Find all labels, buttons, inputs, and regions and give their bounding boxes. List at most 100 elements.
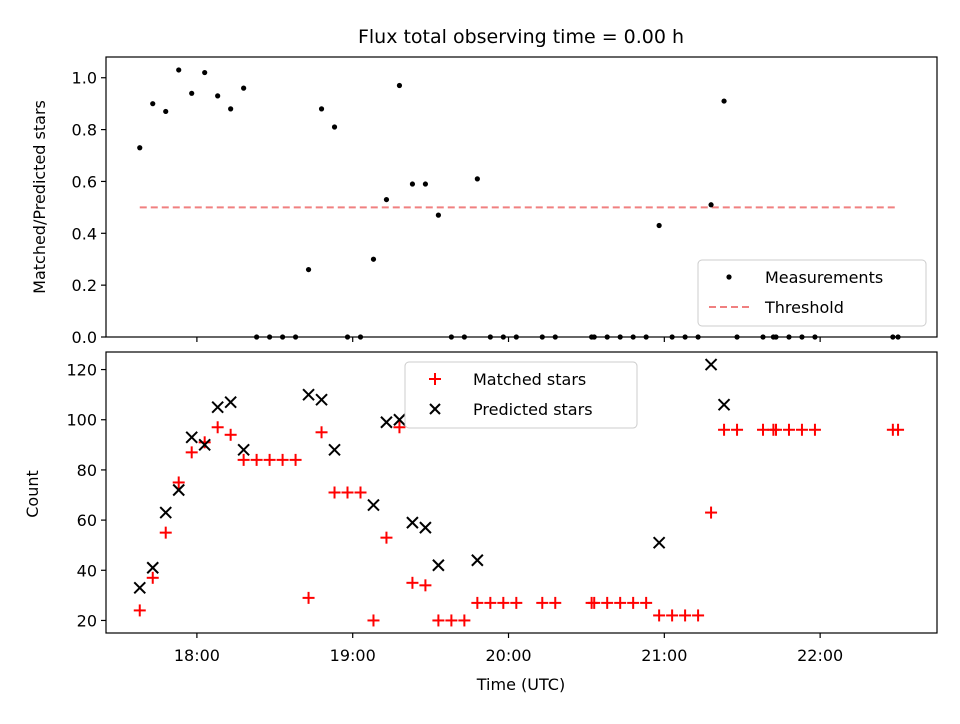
bottom-y-tick-label: 40 [77,561,97,580]
predicted-point [159,506,172,519]
matched-point [445,614,458,627]
matched-point [705,506,718,519]
bottom-legend: Matched stars Predicted stars [404,361,638,429]
matched-point [302,591,315,604]
matched-point [601,596,614,609]
predicted-point [211,400,224,414]
matched-point [341,486,354,499]
top-y-axis-label: Matched/Predicted stars [30,100,49,294]
measurement-point [331,124,338,130]
matched-point [484,596,497,609]
top-y-tick-label: 0.8 [72,121,97,140]
predicted-point [471,554,484,567]
top-legend-box [697,259,927,327]
matched-point [406,576,419,589]
predicted-point [146,561,159,574]
measurement-point [137,145,143,151]
top-y-tick-label: 1.0 [72,69,97,88]
predicted-point [133,581,146,595]
matched-point [808,423,821,436]
bottom-x-tick-label: 18:00 [174,646,220,665]
legend-matched-marker [429,373,441,385]
bottom-plot-marks [133,358,905,627]
matched-point [263,453,276,466]
measurement-point [409,181,416,187]
predicted-point [367,498,380,512]
matched-point [172,476,185,489]
matched-point [731,423,744,436]
bottom-x-ticks: 18:00 19:00 20:00 21:00 22:00 [174,633,843,665]
matched-point [146,571,159,584]
predicted-point [380,416,393,429]
bottom-y-tick-label: 120 [66,361,97,380]
matched-point [471,596,484,609]
top-y-tick-label: 0.4 [72,224,97,243]
legend-measurements-label: Measurements [765,268,883,287]
matched-point [458,614,471,627]
matched-point [198,436,211,449]
measurement-point [435,212,441,218]
measurement-point [189,90,195,96]
matched-point [892,423,905,436]
predicted-point [302,388,315,401]
matched-point [354,486,367,499]
matched-point [224,428,237,441]
bottom-panel: Count Time (UTC) 20 40 60 80 100 120 18:00 19:… [23,351,938,694]
matched-point [328,486,341,499]
measurement-point [422,181,429,187]
matched-point [549,596,562,609]
legend-measurements-marker [726,274,732,280]
matched-point [315,426,328,439]
measurement-point [396,82,403,89]
measurement-point [228,106,234,112]
matched-point [536,596,549,609]
matched-point [211,421,224,434]
bottom-legend-box [404,361,638,429]
top-chart-title: Flux total observing time = 0.00 h [358,26,684,48]
measurement-point [656,222,662,229]
top-y-tick-label: 0.0 [72,328,97,347]
matched-point [795,423,808,436]
measurement-point [370,256,377,262]
matched-point [653,609,666,622]
measurement-point [721,98,727,104]
matched-point [367,614,380,627]
bottom-x-tick-label: 22:00 [797,646,843,665]
matched-point [289,453,302,466]
predicted-point [419,521,432,534]
top-panel: Flux total observing time = 0.00 h Match… [30,26,938,347]
top-y-tick-label: 0.6 [72,172,97,191]
top-plot-frame [105,56,938,338]
bottom-x-tick-label: 21:00 [641,646,687,665]
predicted-point [224,395,237,409]
measurement-point [383,196,390,203]
legend-threshold-label: Threshold [764,298,844,317]
matched-point [510,596,523,609]
measurement-point [708,202,714,208]
matched-point [380,531,393,544]
predicted-point [172,483,185,497]
matched-point [133,604,146,617]
bottom-y-tick-label: 100 [66,411,97,430]
predicted-point [704,358,718,371]
legend-matched-label: Matched stars [473,370,586,389]
top-y-ticks: 0.0 0.2 0.4 0.6 0.8 1.0 [72,69,106,347]
measurement-point [215,93,221,99]
predicted-point [432,559,445,572]
predicted-point [406,516,419,529]
matched-point [393,421,406,434]
measurement-point [474,176,480,182]
top-x-ticks [196,337,821,342]
measurement-point [163,108,169,115]
matched-point [718,423,731,436]
bottom-y-tick-label: 60 [77,511,97,530]
matched-point [497,596,510,609]
matched-point [757,423,770,436]
matched-point [640,596,653,609]
bottom-plot-frame [105,351,938,634]
measurement-point [305,266,312,273]
predicted-point [717,398,731,411]
matched-point [679,609,692,622]
bottom-y-axis-label: Count [23,470,42,518]
